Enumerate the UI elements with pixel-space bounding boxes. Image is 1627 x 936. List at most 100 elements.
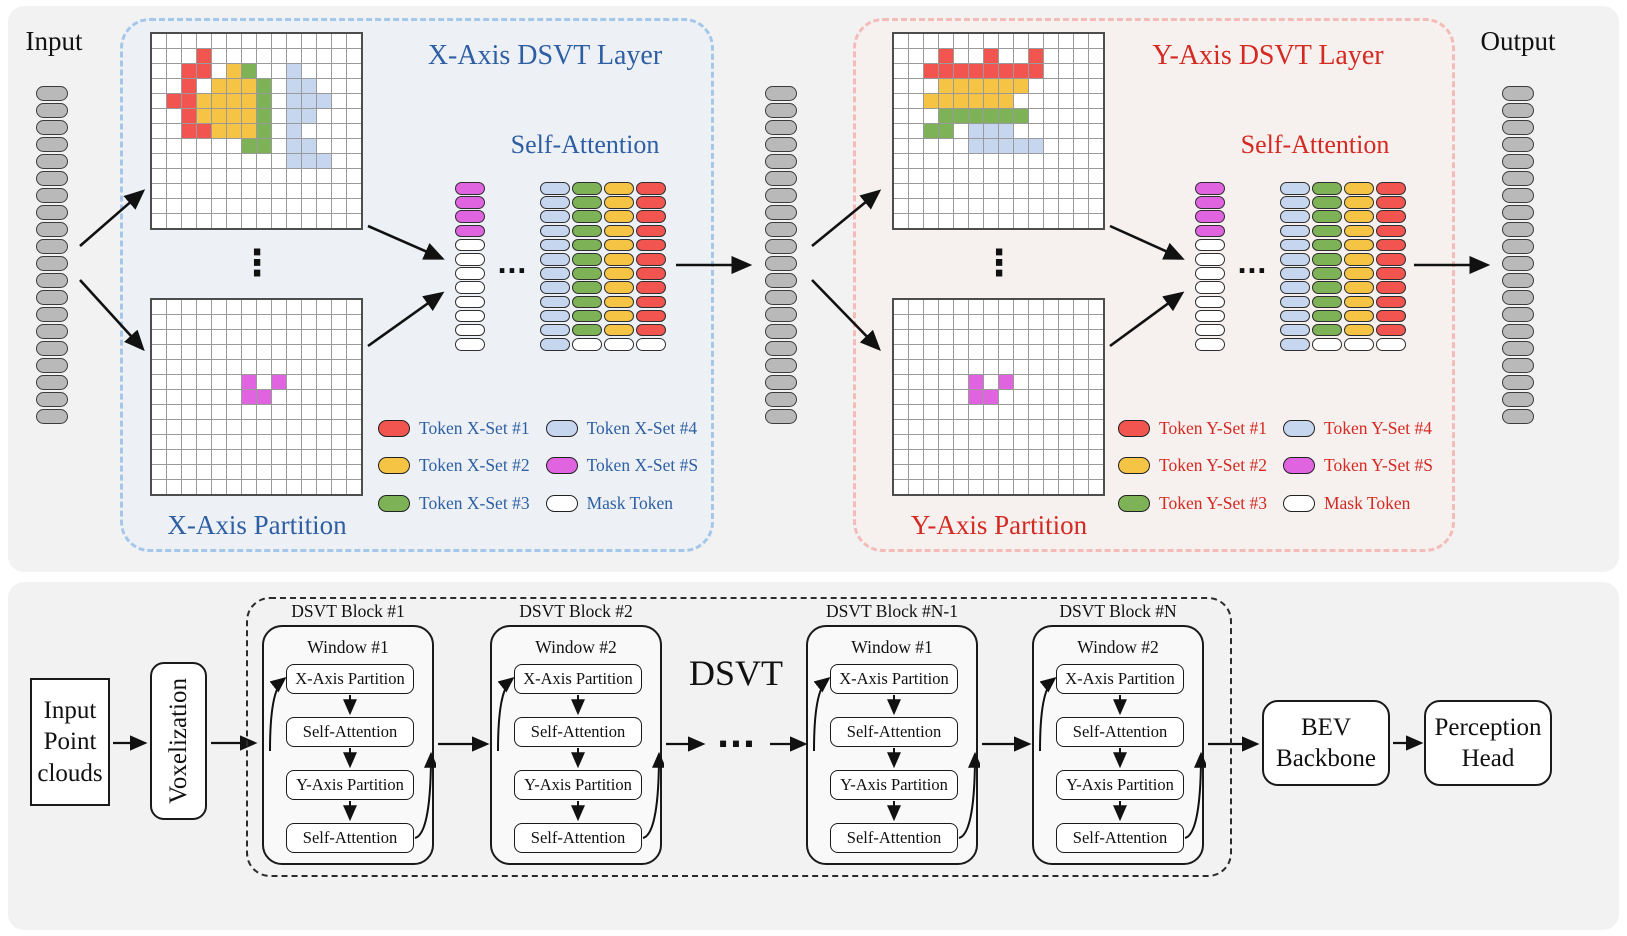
grid-cell	[1044, 450, 1058, 464]
token-pill	[1195, 281, 1225, 294]
token-pill	[1280, 281, 1310, 294]
token-pill	[1502, 205, 1534, 220]
legend-token-swatch	[378, 457, 410, 475]
grid-cell	[317, 465, 331, 479]
grid-cell	[894, 94, 908, 108]
grid-cell	[1089, 330, 1103, 344]
token-pill	[1344, 267, 1374, 280]
grid-cell	[212, 435, 226, 449]
grid-cell	[984, 64, 998, 78]
grid-cell	[347, 34, 361, 48]
grid-cell	[227, 64, 241, 78]
grid-cell	[999, 315, 1013, 329]
grid-cell	[317, 139, 331, 153]
input-label: Input	[25, 26, 83, 56]
grid-cell	[332, 49, 346, 63]
grid-cell	[287, 435, 301, 449]
grid-cell	[257, 330, 271, 344]
grid-cell	[152, 315, 166, 329]
grid-cell	[257, 405, 271, 419]
token-set-column	[572, 182, 602, 351]
step-y-axis-partition: Y-Axis Partition	[286, 770, 414, 800]
grid-cell	[272, 480, 286, 494]
grid-cell	[954, 49, 968, 63]
grid-cell	[242, 109, 256, 123]
grid-cell	[1029, 390, 1043, 404]
grid-cell	[1059, 315, 1073, 329]
grid-cell	[894, 184, 908, 198]
grid-cell	[182, 330, 196, 344]
grid-cell	[924, 154, 938, 168]
token-pill	[36, 392, 68, 407]
legend-label: Token X-Set #S	[586, 455, 699, 476]
grid-cell	[1029, 405, 1043, 419]
token-pill	[765, 358, 797, 373]
token-pill	[1280, 338, 1310, 351]
grid-cell	[999, 214, 1013, 228]
token-pill	[604, 267, 634, 280]
grid-cell	[1014, 49, 1028, 63]
grid-cell	[1059, 79, 1073, 93]
grid-cell	[1029, 330, 1043, 344]
token-pill	[1376, 238, 1406, 252]
grid-cell	[197, 34, 211, 48]
grid-cell	[227, 405, 241, 419]
token-pill	[1344, 281, 1374, 294]
token-pill	[572, 295, 602, 309]
grid-cell	[287, 169, 301, 183]
token-pill	[1502, 171, 1534, 186]
grid-cell	[317, 480, 331, 494]
grid-cell	[227, 345, 241, 359]
grid-cell	[954, 109, 968, 123]
grid-cell	[317, 405, 331, 419]
grid-cell	[287, 345, 301, 359]
grid-cell	[984, 199, 998, 213]
token-pill	[540, 210, 570, 223]
grid-cell	[1074, 375, 1088, 389]
legend-entry: Token X-Set #3	[378, 489, 530, 518]
grid-cell	[347, 420, 361, 434]
grid-cell	[197, 465, 211, 479]
token-pill	[540, 267, 570, 280]
grid-cell	[1029, 480, 1043, 494]
grid-cell	[894, 64, 908, 78]
grid-cell	[227, 124, 241, 138]
grid-cell	[212, 124, 226, 138]
grid-cell	[1059, 465, 1073, 479]
grid-cell	[939, 315, 953, 329]
grid-cell	[984, 375, 998, 389]
token-pill	[1502, 358, 1534, 373]
grid-cell	[317, 214, 331, 228]
grid-cell	[317, 450, 331, 464]
dsvt-label: DSVT	[688, 653, 783, 693]
grid-cell	[954, 315, 968, 329]
grid-cell	[182, 184, 196, 198]
grid-cell	[317, 360, 331, 374]
token-pill	[540, 238, 570, 252]
grid-cell	[969, 199, 983, 213]
token-set-column	[604, 182, 634, 351]
grid-cell	[1029, 94, 1043, 108]
grid-cell	[317, 154, 331, 168]
token-pill	[36, 307, 68, 322]
grid-cell	[1014, 420, 1028, 434]
legend-entry: Token Y-Set #1	[1118, 414, 1267, 443]
token-pill	[572, 196, 602, 209]
grid-cell	[909, 94, 923, 108]
grid-cell	[909, 450, 923, 464]
grid-cell	[954, 169, 968, 183]
grid-cell	[894, 375, 908, 389]
grid-cell	[939, 480, 953, 494]
grid-cell	[969, 480, 983, 494]
blocks-ellipsis: ...	[716, 716, 756, 756]
grid-cell	[257, 34, 271, 48]
grid-cell	[347, 360, 361, 374]
grid-cell	[152, 330, 166, 344]
grid-cell	[302, 300, 316, 314]
grid-cell	[332, 390, 346, 404]
grid-cell	[1029, 139, 1043, 153]
token-pill	[636, 338, 666, 351]
dsvt-block: Window #2 X-Axis Partition Self-Attention Y…	[1032, 625, 1206, 865]
x-layer-title: X-Axis DSVT Layer	[427, 40, 663, 71]
token-pill	[36, 341, 68, 356]
